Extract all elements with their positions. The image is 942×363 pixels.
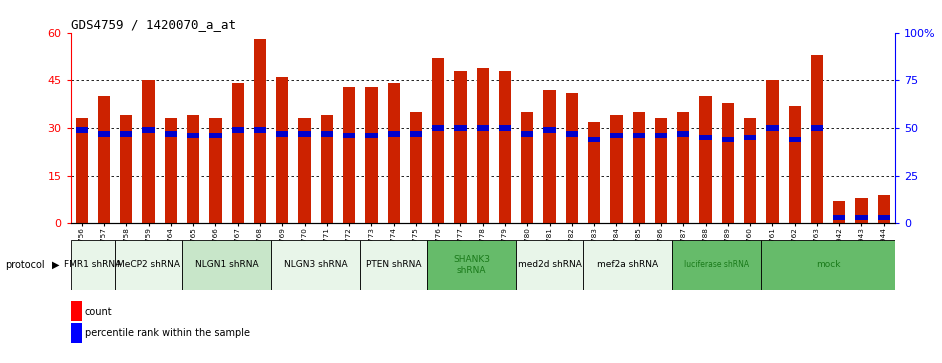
Bar — [633, 133, 645, 138]
Bar — [788, 136, 801, 142]
Bar — [75, 118, 88, 223]
Bar — [165, 118, 177, 223]
Bar — [432, 125, 445, 131]
Bar — [71, 240, 115, 290]
Text: PTEN shRNA: PTEN shRNA — [365, 261, 421, 269]
Bar — [209, 133, 221, 138]
Bar — [722, 102, 734, 223]
Bar — [454, 125, 466, 131]
Bar — [410, 112, 422, 223]
Bar — [232, 83, 244, 223]
Bar — [254, 39, 267, 223]
Bar — [271, 240, 360, 290]
Text: SHANK3
shRNA: SHANK3 shRNA — [453, 255, 490, 275]
Bar — [477, 125, 489, 131]
Bar — [121, 115, 133, 223]
Bar — [878, 215, 890, 220]
Bar — [499, 125, 512, 131]
Bar — [610, 115, 623, 223]
Bar — [878, 195, 890, 223]
Bar — [320, 131, 333, 136]
Bar — [761, 240, 895, 290]
Text: protocol: protocol — [5, 260, 44, 270]
Bar — [833, 201, 845, 223]
Bar — [699, 135, 711, 140]
Bar — [410, 131, 422, 136]
Bar — [360, 240, 427, 290]
Bar — [387, 83, 399, 223]
Bar — [232, 127, 244, 133]
Bar — [566, 93, 578, 223]
Bar — [633, 112, 645, 223]
Bar — [544, 90, 556, 223]
Bar — [833, 215, 845, 220]
Text: luciferase shRNA: luciferase shRNA — [684, 261, 749, 269]
Bar — [477, 68, 489, 223]
Bar — [610, 133, 623, 138]
Bar — [521, 112, 533, 223]
Bar — [115, 240, 182, 290]
Bar — [187, 133, 200, 138]
Bar — [521, 131, 533, 136]
Text: NLGN1 shRNA: NLGN1 shRNA — [195, 261, 258, 269]
Text: MeCP2 shRNA: MeCP2 shRNA — [117, 261, 180, 269]
Bar — [566, 131, 578, 136]
Bar — [299, 118, 311, 223]
Text: count: count — [85, 307, 112, 317]
Bar — [722, 136, 734, 142]
Bar — [98, 96, 110, 223]
Bar — [588, 122, 600, 223]
Bar — [276, 131, 288, 136]
Bar — [516, 240, 583, 290]
Bar — [432, 58, 445, 223]
Text: FMR1 shRNA: FMR1 shRNA — [64, 261, 122, 269]
Bar — [427, 240, 516, 290]
Bar — [855, 215, 868, 220]
Bar — [182, 240, 271, 290]
Bar — [254, 127, 267, 133]
Bar — [744, 118, 756, 223]
Bar — [811, 125, 823, 131]
Text: GDS4759 / 1420070_a_at: GDS4759 / 1420070_a_at — [71, 19, 236, 32]
Text: NLGN3 shRNA: NLGN3 shRNA — [284, 261, 348, 269]
Text: mef2a shRNA: mef2a shRNA — [597, 261, 658, 269]
Bar — [142, 127, 154, 133]
Bar — [165, 131, 177, 136]
Bar — [673, 240, 761, 290]
Bar — [75, 127, 88, 133]
Bar — [677, 131, 690, 136]
Bar — [655, 133, 667, 138]
Bar — [811, 55, 823, 223]
Bar — [499, 71, 512, 223]
Bar — [454, 71, 466, 223]
Bar — [655, 118, 667, 223]
Bar — [365, 87, 378, 223]
Bar — [387, 131, 399, 136]
Bar — [744, 135, 756, 140]
Bar — [320, 115, 333, 223]
Text: med2d shRNA: med2d shRNA — [518, 261, 581, 269]
Text: percentile rank within the sample: percentile rank within the sample — [85, 328, 250, 338]
Bar — [788, 106, 801, 223]
Bar — [187, 115, 200, 223]
Bar — [343, 87, 355, 223]
Bar — [121, 131, 133, 136]
Bar — [276, 77, 288, 223]
Bar — [766, 125, 778, 131]
Bar — [365, 133, 378, 138]
Text: mock: mock — [816, 261, 840, 269]
Bar — [142, 80, 154, 223]
Bar — [544, 127, 556, 133]
Bar — [699, 96, 711, 223]
Bar — [766, 80, 778, 223]
Bar — [98, 131, 110, 136]
Bar — [209, 118, 221, 223]
Bar — [343, 133, 355, 138]
Bar — [677, 112, 690, 223]
Bar — [855, 198, 868, 223]
Text: ▶: ▶ — [52, 260, 59, 270]
Bar — [583, 240, 673, 290]
Bar — [588, 136, 600, 142]
Bar — [299, 131, 311, 136]
